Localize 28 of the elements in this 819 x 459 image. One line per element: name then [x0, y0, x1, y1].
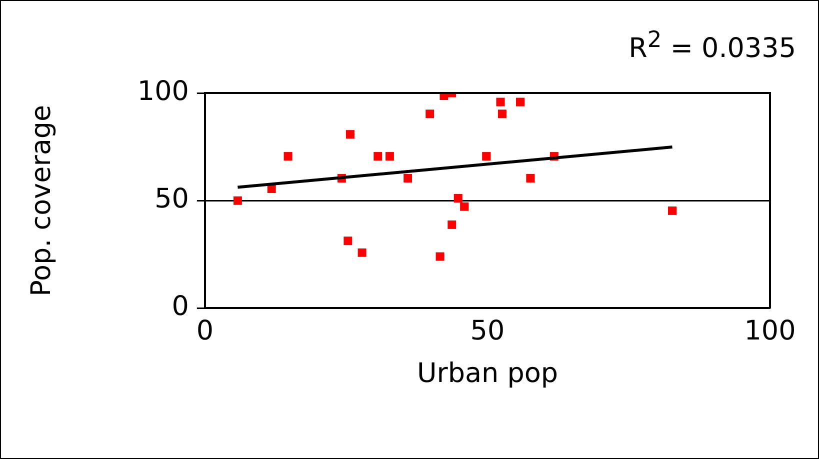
y-tick-label: 100 [137, 76, 189, 108]
text: R$^{2}$ = 0.0335 [628, 27, 796, 64]
y-tick-label: 0 [172, 291, 189, 322]
point [460, 202, 469, 211]
point [385, 152, 394, 161]
point [498, 110, 506, 118]
y-axis-title: Pop. coverage [26, 104, 58, 296]
point [436, 252, 444, 261]
point [404, 174, 412, 182]
point [496, 98, 505, 106]
point [526, 174, 535, 182]
point [284, 152, 292, 161]
point [346, 130, 354, 139]
point [516, 98, 524, 106]
y-tick-label: 50 [154, 184, 189, 215]
point [448, 220, 456, 229]
point [344, 236, 352, 246]
x-tick-label: 0 [196, 315, 214, 346]
x-tick-label: 50 [470, 315, 505, 346]
point [454, 194, 462, 202]
point [426, 110, 434, 118]
x-axis-title: Urban pop [416, 358, 558, 389]
point [668, 206, 676, 215]
point [374, 152, 382, 161]
point [482, 152, 491, 161]
x-tick-label: 100 [744, 315, 796, 346]
point [233, 196, 242, 205]
point [358, 248, 366, 257]
